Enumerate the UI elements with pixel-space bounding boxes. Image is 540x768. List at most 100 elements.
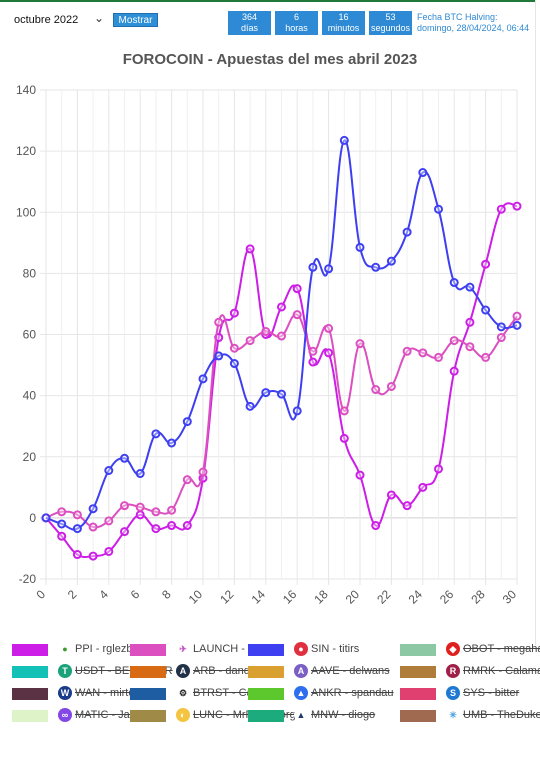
data-point[interactable] — [72, 510, 82, 520]
data-point[interactable] — [292, 406, 302, 416]
data-point[interactable] — [198, 374, 208, 384]
data-point[interactable] — [402, 346, 412, 356]
data-point[interactable] — [449, 336, 459, 346]
data-point[interactable] — [386, 490, 396, 500]
data-point[interactable] — [182, 417, 192, 427]
data-point[interactable] — [449, 366, 459, 376]
data-point[interactable] — [104, 466, 114, 476]
data-point[interactable] — [151, 429, 161, 439]
data-point[interactable] — [104, 516, 114, 526]
data-point[interactable] — [120, 527, 129, 537]
legend-swatch — [12, 644, 48, 656]
data-point[interactable] — [198, 467, 208, 477]
data-point[interactable] — [277, 302, 286, 312]
legend-swatch — [130, 688, 166, 700]
data-point[interactable] — [120, 453, 129, 463]
data-point[interactable] — [324, 323, 334, 333]
data-point[interactable] — [229, 308, 239, 318]
data-point[interactable] — [402, 227, 412, 237]
data-point[interactable] — [88, 551, 98, 561]
data-point[interactable] — [182, 521, 192, 531]
month-select[interactable]: octubre 2022 ⌄ — [6, 10, 106, 30]
data-point[interactable] — [167, 521, 177, 531]
data-point[interactable] — [339, 135, 349, 145]
data-point[interactable] — [88, 522, 98, 532]
data-point[interactable] — [418, 348, 428, 358]
data-point[interactable] — [182, 475, 192, 485]
data-point[interactable] — [167, 438, 177, 448]
data-point[interactable] — [355, 339, 365, 349]
data-point[interactable] — [481, 352, 491, 362]
data-point[interactable] — [371, 385, 381, 395]
data-point[interactable] — [151, 507, 161, 517]
data-point[interactable] — [292, 310, 302, 320]
data-point[interactable] — [88, 504, 98, 514]
data-point[interactable] — [57, 531, 67, 541]
countdown-seconds-unit: segundos — [370, 23, 411, 33]
data-point[interactable] — [465, 342, 475, 352]
data-point[interactable] — [355, 242, 365, 252]
data-point[interactable] — [496, 322, 506, 332]
data-point[interactable] — [135, 469, 145, 479]
data-point[interactable] — [465, 317, 475, 327]
data-point[interactable] — [355, 470, 365, 480]
data-point[interactable] — [496, 204, 506, 214]
data-point[interactable] — [339, 406, 349, 416]
data-point[interactable] — [308, 262, 318, 272]
data-point[interactable] — [245, 244, 255, 254]
data-point[interactable] — [135, 502, 145, 512]
legend-label: AAVE - delwans — [311, 665, 390, 677]
data-point[interactable] — [57, 519, 67, 529]
data-point[interactable] — [434, 204, 443, 214]
data-point[interactable] — [120, 501, 129, 511]
data-point[interactable] — [151, 524, 161, 534]
data-point[interactable] — [512, 201, 522, 211]
data-point[interactable] — [512, 320, 522, 330]
data-point[interactable] — [386, 256, 396, 266]
data-point[interactable] — [135, 510, 145, 520]
data-point[interactable] — [434, 464, 443, 474]
data-point[interactable] — [72, 524, 82, 534]
legend-swatch — [130, 710, 166, 722]
data-point[interactable] — [324, 348, 334, 358]
data-point[interactable] — [41, 513, 51, 523]
data-point[interactable] — [339, 433, 349, 443]
data-point[interactable] — [308, 346, 318, 356]
scrollbar[interactable] — [535, 0, 540, 645]
data-point[interactable] — [418, 482, 428, 492]
data-point[interactable] — [229, 359, 239, 369]
data-point[interactable] — [167, 505, 177, 515]
data-point[interactable] — [371, 521, 381, 531]
data-point[interactable] — [449, 278, 459, 288]
data-point[interactable] — [229, 343, 239, 353]
data-point[interactable] — [481, 259, 491, 269]
data-point[interactable] — [434, 352, 443, 362]
data-point[interactable] — [465, 282, 475, 292]
data-point[interactable] — [214, 351, 224, 361]
data-point[interactable] — [277, 331, 286, 341]
data-point[interactable] — [386, 381, 396, 391]
data-point[interactable] — [292, 284, 302, 294]
data-point[interactable] — [261, 326, 271, 336]
data-point[interactable] — [72, 550, 82, 560]
data-point[interactable] — [104, 546, 114, 556]
data-point[interactable] — [324, 264, 334, 274]
legend-swatch — [400, 688, 436, 700]
data-point[interactable] — [57, 507, 67, 517]
x-tick-label: 16 — [280, 587, 300, 607]
data-point[interactable] — [481, 305, 491, 315]
data-point[interactable] — [245, 401, 255, 411]
countdown-hours-unit: horas — [285, 23, 308, 33]
data-point[interactable] — [245, 336, 255, 346]
data-point[interactable] — [418, 168, 428, 178]
data-point[interactable] — [402, 501, 412, 511]
data-point[interactable] — [277, 389, 286, 399]
data-point[interactable] — [371, 262, 381, 272]
data-point[interactable] — [512, 311, 522, 321]
data-point[interactable] — [308, 357, 318, 367]
data-point[interactable] — [214, 317, 224, 327]
data-point[interactable] — [261, 388, 271, 398]
data-point[interactable] — [496, 333, 506, 343]
wanchain-icon: W — [58, 686, 72, 700]
show-button[interactable]: Mostrar — [113, 13, 158, 27]
